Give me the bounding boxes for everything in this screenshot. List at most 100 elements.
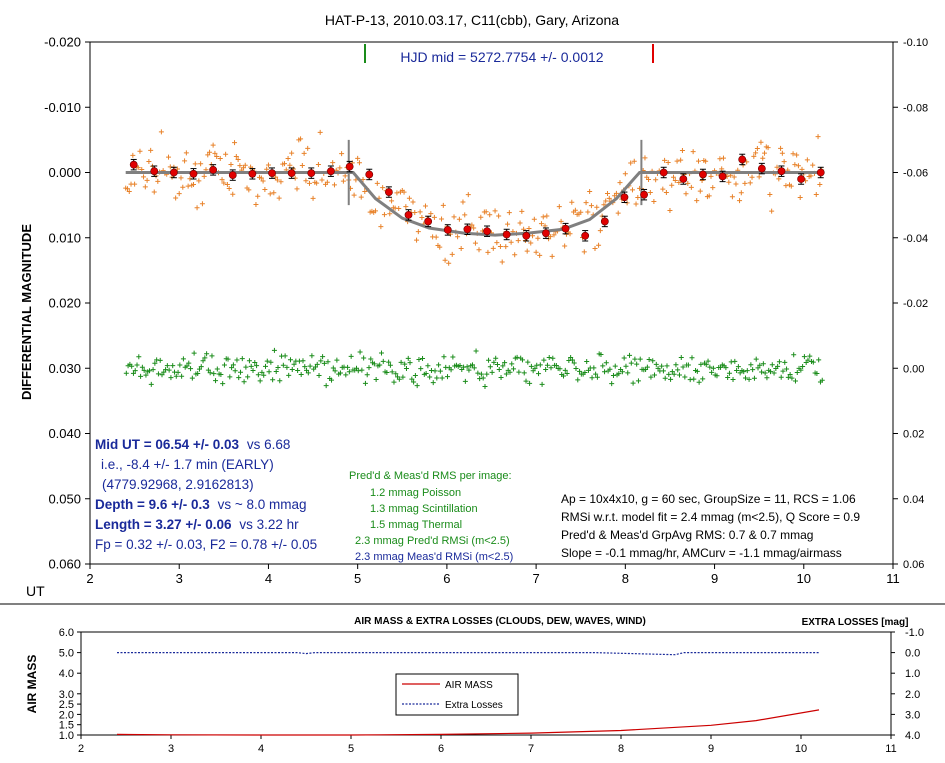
check-star-point xyxy=(689,355,695,361)
target-point xyxy=(285,155,291,161)
check-star-point xyxy=(366,365,372,371)
group-average-point xyxy=(483,227,491,236)
check-star-point xyxy=(707,364,713,370)
target-point xyxy=(578,209,584,215)
check-star-point xyxy=(726,370,732,376)
check-star-point xyxy=(355,368,361,374)
early-text: i.e., -8.4 +/- 1.7 min (EARLY) xyxy=(101,457,274,472)
target-point xyxy=(351,192,357,198)
target-point xyxy=(496,213,502,219)
target-point xyxy=(217,155,223,161)
check-star-point xyxy=(703,362,709,368)
check-star-point xyxy=(425,363,431,369)
check-star-point xyxy=(441,354,447,360)
check-star-point xyxy=(696,379,702,385)
check-star-point xyxy=(653,361,659,367)
check-star-point xyxy=(780,368,786,374)
target-point xyxy=(262,186,268,192)
target-point xyxy=(173,195,179,201)
check-star-point xyxy=(403,365,409,371)
check-star-point xyxy=(746,376,752,382)
check-star-point xyxy=(475,370,481,376)
check-star-point xyxy=(396,376,402,382)
airmass-y-tick-label: 3.0 xyxy=(59,689,74,701)
check-star-point xyxy=(678,354,684,360)
check-star-point xyxy=(755,365,761,371)
legend-airmass-label: AIR MASS xyxy=(445,680,493,691)
target-point xyxy=(310,195,316,201)
airmass-y-tick-label: 1.5 xyxy=(59,720,74,732)
check-star-point xyxy=(694,368,700,374)
mid-ut-text: Mid UT = 06.54 +/- 0.03 xyxy=(95,437,240,452)
check-star-point xyxy=(562,367,568,373)
check-star-point xyxy=(589,375,595,381)
check-star-point xyxy=(198,364,204,370)
check-star-point xyxy=(191,350,197,356)
check-star-point xyxy=(650,358,656,364)
target-point xyxy=(540,214,546,220)
target-point xyxy=(174,166,180,172)
check-star-point xyxy=(519,357,525,363)
left-y-tick-label: 0.050 xyxy=(48,491,81,506)
target-point xyxy=(697,188,703,194)
target-point xyxy=(182,158,188,164)
check-star-point xyxy=(634,361,640,367)
check-star-point xyxy=(250,368,256,374)
check-star-point xyxy=(357,349,363,355)
group-average-point xyxy=(365,170,374,179)
airmass-x-tick-label: 6 xyxy=(438,743,444,755)
airmass-y-title: AIR MASS xyxy=(25,655,39,714)
airmass-x-tick-label: 9 xyxy=(708,743,714,755)
check-star-point xyxy=(805,357,811,363)
check-star-point xyxy=(516,369,522,375)
check-star-point xyxy=(325,359,331,365)
rmsi-text: RMSi w.r.t. model fit = 2.4 mmag (m<2.5)… xyxy=(561,510,860,524)
target-point xyxy=(242,162,248,168)
check-star-point xyxy=(186,360,192,366)
target-point xyxy=(808,173,814,179)
check-star-point xyxy=(373,377,379,383)
target-point xyxy=(581,249,587,255)
check-star-point xyxy=(270,377,276,383)
target-point xyxy=(178,175,184,181)
check-star-point xyxy=(700,376,706,382)
target-point xyxy=(519,208,525,214)
check-star-point xyxy=(129,363,135,369)
target-point xyxy=(298,136,304,142)
target-point xyxy=(720,155,726,161)
check-star-point xyxy=(630,380,636,386)
check-star-point xyxy=(123,370,129,376)
target-point xyxy=(551,232,557,238)
target-point xyxy=(478,214,484,220)
x-tick-label: 2 xyxy=(86,571,93,586)
left-y-tick-label: 0.000 xyxy=(48,165,81,180)
check-star-point xyxy=(561,373,567,379)
target-point xyxy=(137,148,143,154)
check-star-point xyxy=(407,360,413,366)
check-star-point xyxy=(393,371,399,377)
target-point xyxy=(374,180,380,186)
group-average-point xyxy=(816,168,825,177)
check-star-point xyxy=(227,374,233,380)
target-point xyxy=(355,155,361,161)
target-point xyxy=(815,134,821,140)
check-star-point xyxy=(239,356,245,362)
check-star-point xyxy=(612,363,618,369)
check-star-point xyxy=(709,369,715,375)
target-point xyxy=(508,239,514,245)
target-point xyxy=(710,185,716,191)
target-point xyxy=(237,163,243,169)
check-star-point xyxy=(211,371,217,377)
target-point xyxy=(742,180,748,186)
left-y-tick-label: 0.060 xyxy=(48,557,81,572)
check-star-point xyxy=(493,355,499,361)
target-point xyxy=(678,157,684,163)
check-star-point xyxy=(646,356,652,362)
check-star-point xyxy=(259,369,265,375)
check-star-point xyxy=(767,369,773,375)
check-star-point xyxy=(377,362,383,368)
check-star-point xyxy=(810,359,816,365)
target-point xyxy=(230,191,236,197)
check-star-point xyxy=(575,377,581,383)
check-star-point xyxy=(457,363,463,369)
